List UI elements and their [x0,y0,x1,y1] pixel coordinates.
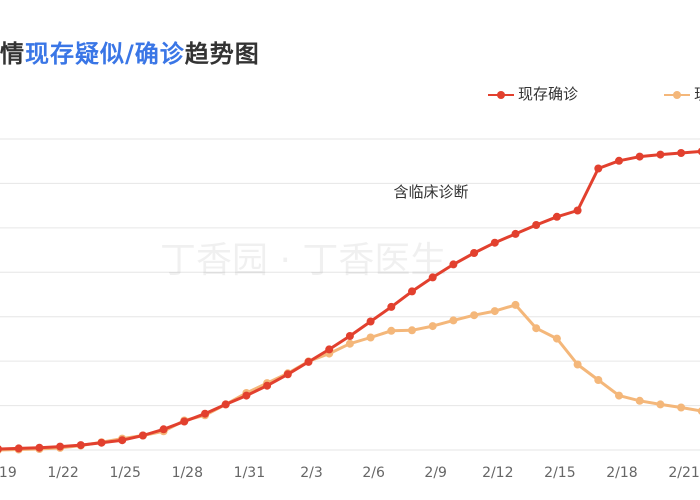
data-point [697,147,700,155]
data-point [35,443,44,452]
data-point [408,326,416,335]
data-point [573,360,582,369]
data-point [573,206,582,215]
data-point [656,400,665,409]
data-point [677,149,686,157]
data-point [428,273,437,282]
data-point [14,444,23,453]
data-point [615,391,623,400]
title-suffix: 趋势图 [184,40,260,68]
data-point [221,400,230,409]
data-point [118,436,127,445]
watermark-text: 丁香园 · 丁香医生 [160,240,446,281]
data-point [97,438,106,447]
x-tick-label: 2/15 [544,465,575,481]
x-tick-label: 2/3 [300,465,323,481]
x-tick-label: 1/22 [47,465,78,481]
data-point [180,417,189,426]
data-point [511,300,520,309]
x-tick-label: 2/9 [424,465,447,481]
data-point [511,229,520,238]
data-point [325,345,334,354]
chart-grid [0,138,700,451]
data-point [366,333,375,342]
x-tick-label: 2/6 [362,465,385,481]
data-point [449,260,458,269]
annotation-clinical-diagnosis: 含临床诊断 [393,183,468,201]
legend-item-suspected[interactable]: 现 [664,83,700,104]
data-point [283,370,292,379]
x-tick-label: 1/19 [0,465,17,481]
data-point [304,357,313,366]
data-point [552,334,561,343]
legend-confirmed-swatch [488,90,514,100]
data-point [615,156,623,165]
data-point [159,425,168,434]
data-point [387,302,396,311]
data-point [0,445,2,453]
data-point [345,339,354,348]
legend-item-confirmed[interactable]: 现存确诊 [488,83,578,104]
series-suspected [0,300,700,454]
data-point [56,442,65,451]
series-line [0,303,700,452]
x-tick-label: 1/25 [109,465,140,481]
x-tick-label: 2/21 [668,465,699,481]
data-point [263,381,272,390]
data-point [201,409,209,418]
title-highlight: 现存疑似/确诊 [25,40,185,68]
data-point [366,317,375,326]
data-point [677,403,686,412]
data-point [242,391,251,400]
data-point [490,238,499,247]
data-point [552,212,561,221]
data-point [532,324,541,333]
data-point [408,287,416,296]
data-point [387,326,396,335]
series-layer [0,147,700,454]
page-title: 情现存疑似/确诊趋势图 [0,34,260,69]
data-point [470,249,479,257]
legend-suspected-swatch [664,90,690,100]
data-point [697,407,700,415]
x-tick-label: 2/12 [482,465,513,481]
data-point [428,322,437,331]
series-line [0,150,700,451]
data-point [345,332,354,340]
data-point [594,376,603,384]
x-tick-label: 1/28 [172,465,203,481]
data-point [635,152,644,161]
x-axis-ticks: 1/19 1/22 1/25 1/28 1/31 2/3 2/6 2/9 2/12 2/15 2/1… [0,465,700,481]
data-point [656,150,665,159]
data-point [532,221,541,229]
data-point [449,316,458,325]
data-point [138,431,147,440]
x-tick-label: 1/31 [234,465,265,481]
data-point [76,441,85,450]
data-point [594,164,603,173]
data-point [635,396,644,405]
title-prefix: 情 [0,40,25,68]
legend-confirmed-label: 现存确诊 [518,85,579,103]
x-tick-label: 2/18 [606,465,637,481]
data-point [490,307,499,316]
series-confirmed [0,147,700,453]
data-point [470,311,479,320]
legend-suspected-label: 现 [694,85,700,103]
